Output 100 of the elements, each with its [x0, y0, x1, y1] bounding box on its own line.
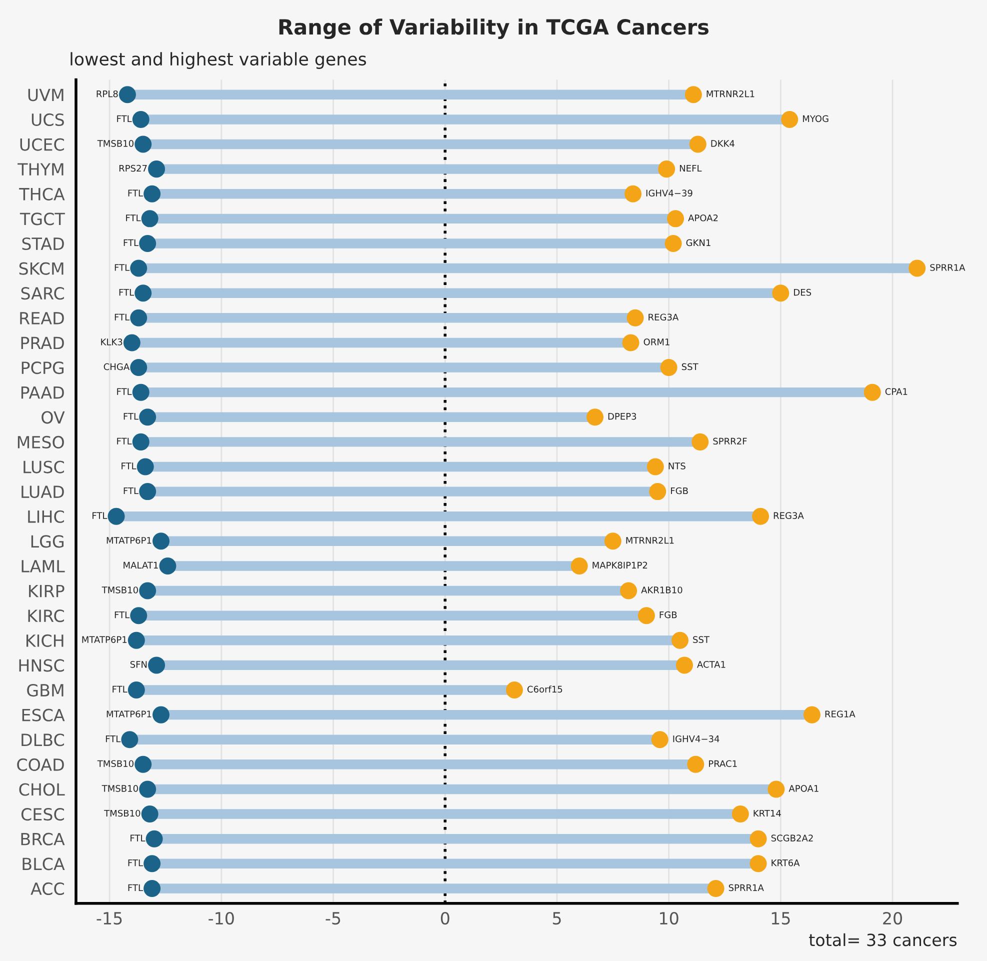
point [649, 483, 666, 500]
y-tick-label: BRCA [21, 832, 65, 846]
point [134, 756, 152, 773]
data-label: FTL [117, 438, 132, 444]
data-label: FTL [124, 413, 139, 420]
point [144, 880, 161, 897]
data-label: SFN [130, 660, 147, 668]
point [646, 458, 664, 476]
point [803, 706, 820, 724]
data-label: IGHV4−39 [646, 190, 692, 196]
data-label: SPRR1A [930, 264, 966, 271]
y-tick-label: SARC [21, 287, 64, 300]
point [139, 483, 156, 500]
point [638, 607, 655, 624]
y-tick-label: CESC [21, 808, 64, 821]
data-label: KLK3 [101, 338, 122, 346]
point [108, 508, 125, 525]
data-label: FTL [114, 264, 130, 271]
data-label: FTL [122, 462, 136, 470]
data-label: DKK4 [711, 140, 734, 147]
data-label: MYOG [803, 115, 828, 122]
point [732, 806, 749, 823]
data-label: FTL [119, 289, 134, 296]
point [130, 359, 148, 376]
y-tick-label: ACC [30, 882, 64, 896]
point [144, 185, 161, 202]
point [908, 260, 926, 277]
point [136, 458, 154, 476]
point [752, 508, 770, 525]
chart-title: Range of Variability in TCGA Cancers [279, 18, 709, 39]
y-tick-label: THYM [18, 163, 64, 176]
y-tick-label: BLCA [22, 858, 65, 870]
data-label: CHGA [104, 363, 130, 370]
data-label: FGB [660, 611, 677, 618]
y-tick-label: PCPG [22, 361, 64, 374]
y-tick-label: SKCM [19, 262, 64, 275]
y-tick-label: COAD [17, 758, 64, 771]
point [750, 855, 767, 872]
data-label: SPRR2F [713, 438, 747, 445]
point [624, 185, 642, 202]
y-tick-label: HNSC [19, 659, 64, 672]
data-label: FTL [112, 686, 128, 692]
data-label: MTATP6P1 [106, 536, 152, 544]
point [148, 656, 166, 674]
y-tick-label: UVM [28, 88, 64, 102]
y-tick-label: UCS [32, 113, 64, 126]
y-tick-label: PRAD [21, 336, 64, 350]
data-label: MTRNR2L1 [706, 90, 754, 98]
point [128, 632, 145, 649]
data-label: FTL [117, 388, 132, 395]
data-label: KRT14 [754, 810, 781, 817]
y-tick-label: KICH [26, 634, 64, 647]
point [506, 682, 523, 699]
data-label: FTL [117, 115, 132, 122]
point [651, 731, 668, 748]
point [144, 855, 161, 872]
data-label: FTL [128, 190, 143, 196]
data-label: FTL [114, 611, 130, 618]
data-label: KRT6A [772, 859, 800, 866]
y-tick-label: LGG [31, 535, 64, 548]
point [604, 532, 622, 550]
point [707, 880, 724, 897]
data-label: DPEP3 [608, 412, 636, 420]
x-tick-label: 5 [552, 912, 561, 925]
data-label: MTATP6P1 [106, 710, 152, 718]
point [123, 334, 140, 352]
data-label: AKR1B10 [641, 586, 682, 594]
point [768, 780, 785, 798]
point [134, 284, 152, 302]
x-tick-label: 15 [772, 912, 790, 925]
point [128, 682, 145, 699]
point [139, 408, 156, 426]
x-tick-label: 10 [660, 912, 678, 925]
data-label: REG1A [825, 710, 856, 718]
data-label: FTL [114, 314, 130, 320]
y-tick-label: UCEC [20, 138, 64, 151]
data-label: FTL [130, 834, 146, 842]
point [689, 136, 706, 153]
x-tick-label: 0 [440, 912, 450, 925]
point [130, 309, 148, 326]
data-label: RPS27 [119, 164, 147, 172]
data-label: DES [794, 288, 812, 296]
y-tick-label: THCA [19, 188, 65, 200]
point [658, 160, 676, 178]
point [118, 86, 136, 104]
data-label: FTL [124, 487, 139, 494]
data-label: REG3A [774, 512, 804, 519]
point [146, 830, 163, 848]
y-tick-label: OV [42, 411, 65, 424]
point [664, 234, 682, 252]
point [671, 632, 688, 649]
point [622, 334, 640, 352]
data-label: TMSB10 [97, 760, 134, 768]
data-label: ACTA1 [697, 660, 726, 668]
point [781, 110, 798, 128]
y-tick-label: GBM [27, 684, 64, 697]
data-label: SST [682, 363, 698, 370]
point [864, 384, 881, 401]
point [139, 582, 156, 600]
y-tick-label: LIHC [28, 510, 64, 523]
